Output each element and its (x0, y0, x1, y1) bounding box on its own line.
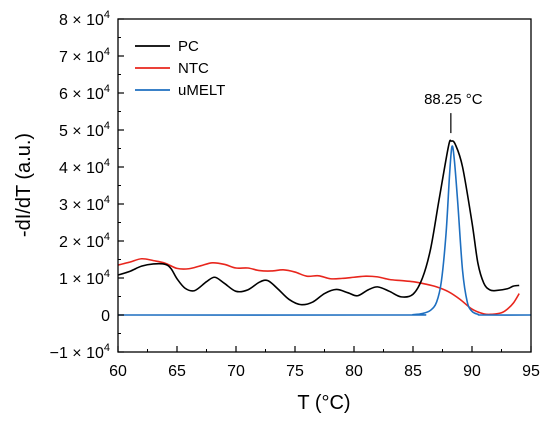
y-tick-label: 6 × 104 (59, 83, 110, 103)
x-tick-label: 75 (286, 363, 304, 380)
x-axis: 60 65 70 75 80 85 90 95 (109, 346, 540, 380)
x-tick-label: 65 (168, 363, 186, 380)
annotations: 88.25 °C (424, 91, 483, 134)
x-tick-label: 60 (109, 363, 127, 380)
legend: PC NTC uMELT (135, 38, 225, 99)
y-axis: −1 × 104 0 1 × 104 2 × 104 3 × 104 4 × 104 5 ×… (50, 9, 124, 362)
series-line-pc (118, 139, 520, 306)
series-layer (118, 139, 531, 316)
x-tick-label: 90 (463, 363, 481, 380)
y-tick-label: −1 × 104 (50, 342, 110, 362)
y-tick-label: 7 × 104 (59, 46, 110, 66)
legend-label-ntc: NTC (178, 60, 209, 77)
y-tick-label: 8 × 104 (59, 9, 110, 29)
x-axis-title: T (°C) (297, 392, 350, 414)
annotation-label: 88.25 °C (424, 91, 483, 108)
y-axis-title: -dI/dT (a.u.) (13, 133, 35, 237)
x-tick-label: 95 (522, 363, 540, 380)
legend-label-umelt: uMELT (178, 82, 225, 99)
y-tick-label: 2 × 104 (59, 231, 110, 251)
x-tick-label: 80 (345, 363, 363, 380)
legend-label-pc: PC (178, 38, 199, 55)
y-tick-label: 1 × 104 (59, 268, 110, 288)
x-tick-label: 70 (227, 363, 245, 380)
x-tick-label: 85 (404, 363, 422, 380)
y-tick-label: 5 × 104 (59, 120, 110, 140)
y-tick-label: 3 × 104 (59, 194, 110, 214)
y-tick-label: 4 × 104 (59, 157, 110, 177)
series-line-umelt (118, 145, 531, 316)
y-tick-label: 0 (101, 308, 110, 325)
series-line-ntc (118, 257, 520, 316)
